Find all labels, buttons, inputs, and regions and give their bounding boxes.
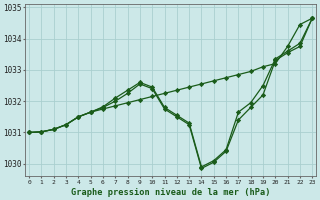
X-axis label: Graphe pression niveau de la mer (hPa): Graphe pression niveau de la mer (hPa) [71, 188, 270, 197]
